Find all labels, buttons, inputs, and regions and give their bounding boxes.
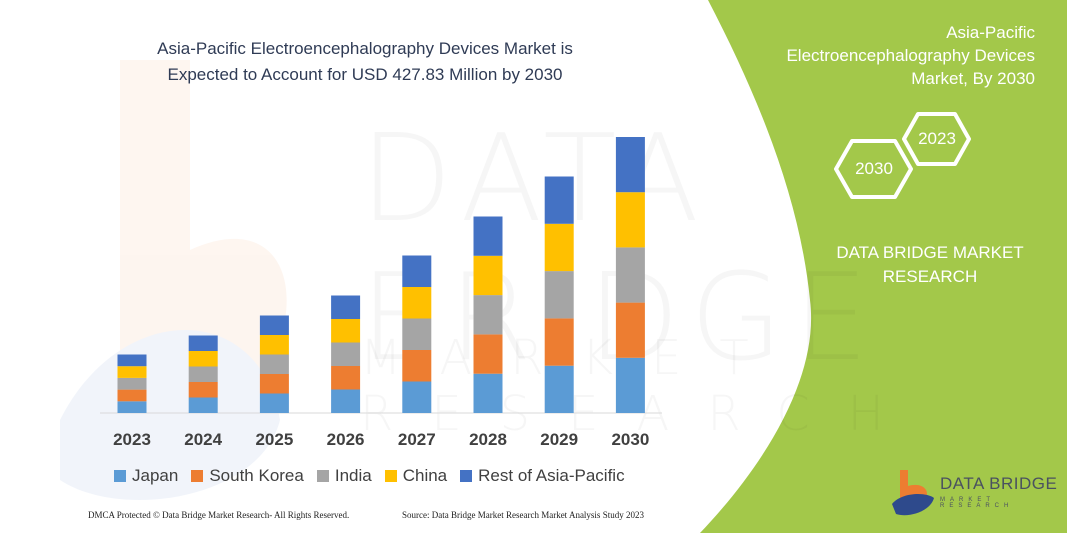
bar-segment-2024-rest-of-asia-pacific (188, 335, 218, 351)
company-name: DATA BRIDGE MARKET RESEARCH (810, 241, 1050, 289)
hexagon-2023 (902, 112, 971, 166)
legend-label: Japan (132, 466, 179, 485)
bar-segment-2029-china (544, 223, 574, 272)
bar-segment-2028-rest-of-asia-pacific (473, 216, 503, 256)
bar-segment-2030-china (615, 192, 645, 248)
footer-source: Source: Data Bridge Market Research Mark… (402, 510, 644, 520)
bar-segment-2025-india (259, 354, 289, 374)
legend-swatch (114, 470, 126, 482)
x-tick-label: 2030 (611, 430, 650, 449)
bar-segment-2023-rest-of-asia-pacific (117, 354, 147, 367)
legend-swatch (460, 470, 473, 482)
side-panel-title-line: Market, By 2030 (911, 69, 1035, 88)
chart-title-line: Asia-Pacific Electroencephalography Devi… (157, 39, 573, 58)
legend-item: Rest of Asia-Pacific (460, 466, 625, 486)
bar-segment-2030-india (615, 247, 645, 303)
year-hexagons (834, 112, 971, 199)
legend-label: South Korea (209, 466, 304, 485)
bar-segment-2026-india (331, 342, 361, 366)
bar-segment-2025-china (259, 335, 289, 355)
bar-segment-2028-china (473, 255, 503, 296)
bar-segment-2029-rest-of-asia-pacific (544, 176, 574, 224)
bar-segment-2026-south-korea (331, 366, 361, 390)
bar-segment-2027-india (402, 318, 432, 350)
bar-segment-2030-japan (615, 357, 645, 413)
x-tick-label: 2029 (540, 430, 579, 449)
bar-segment-2027-japan (402, 381, 432, 413)
x-tick-label: 2028 (469, 430, 507, 449)
side-panel-title-line: Asia-Pacific (946, 23, 1035, 42)
bar-segment-2028-south-korea (473, 334, 503, 374)
legend-swatch (384, 470, 397, 482)
legend-label: Rest of Asia-Pacific (478, 466, 625, 485)
bar-segment-2027-china (402, 287, 432, 319)
chart-title-line: Expected to Account for USD 427.83 Milli… (167, 65, 563, 84)
bar-segment-2025-rest-of-asia-pacific (259, 315, 289, 335)
bar-segment-2023-china (117, 366, 147, 378)
bar-segment-2026-china (331, 319, 361, 343)
company-name-line: DATA BRIDGE MARKET (836, 243, 1024, 262)
legend-item: South Korea (191, 466, 304, 486)
legend-swatch (316, 470, 329, 482)
company-name-line: RESEARCH (882, 267, 978, 286)
bar-segment-2024-japan (188, 397, 218, 413)
legend-item: Japan (114, 466, 178, 486)
bar-segment-2030-south-korea (615, 302, 645, 358)
green-side-panel (700, 0, 1067, 533)
x-tick-label: 2025 (255, 430, 294, 449)
bar-segment-2029-india (544, 271, 574, 319)
footer-copyright: DMCA Protected © Data Bridge Market Rese… (88, 510, 350, 520)
side-panel-title: Asia-Pacific Electroencephalography Devi… (735, 21, 1035, 90)
chart-title: Asia-Pacific Electroencephalography Devi… (95, 36, 635, 88)
hex-label-2030: 2030 (855, 159, 893, 178)
bar-segment-2023-south-korea (117, 389, 147, 402)
bar-segment-2026-japan (331, 389, 361, 413)
data-bridge-logo-icon (892, 470, 934, 516)
legend: Japan South Korea India China Rest of Asia-P… (114, 466, 625, 486)
bar-segment-2023-japan (117, 401, 147, 413)
legend-item: India (316, 466, 372, 486)
bar-segment-2028-japan (473, 373, 503, 413)
bar-segment-2030-rest-of-asia-pacific (615, 137, 645, 193)
legend-item: China (384, 466, 448, 486)
x-tick-label: 2024 (184, 430, 223, 449)
x-tick-label: 2026 (326, 430, 365, 449)
bar-segment-2025-south-korea (259, 374, 289, 394)
bar-segment-2024-china (188, 351, 218, 367)
bar-segment-2029-japan (544, 365, 574, 413)
bar-segment-2026-rest-of-asia-pacific (331, 295, 361, 319)
logo-subtext: MARKET RESEARCH (940, 497, 1014, 509)
hex-label-2023: 2023 (918, 129, 956, 148)
bar-segment-2027-south-korea (402, 350, 432, 382)
legend-label: India (334, 466, 372, 485)
bar-segment-2029-south-korea (544, 318, 574, 366)
bar-segment-2024-india (188, 366, 218, 382)
bar-segment-2023-india (117, 377, 147, 390)
x-tick-label: 2023 (113, 430, 151, 449)
watermark-logo (60, 60, 287, 500)
side-panel-title-line: Electroencephalography Devices (786, 46, 1035, 65)
hexagon-2030 (834, 139, 913, 199)
bar-segment-2025-japan (259, 393, 289, 413)
bar-segment-2024-south-korea (188, 382, 218, 398)
x-tick-label: 2027 (397, 430, 436, 449)
logo-text: DATA BRIDGE (940, 474, 1058, 493)
bar-segment-2027-rest-of-asia-pacific (402, 255, 432, 287)
legend-label: China (402, 466, 448, 485)
bar-segment-2028-india (473, 295, 503, 335)
legend-swatch (191, 470, 204, 482)
